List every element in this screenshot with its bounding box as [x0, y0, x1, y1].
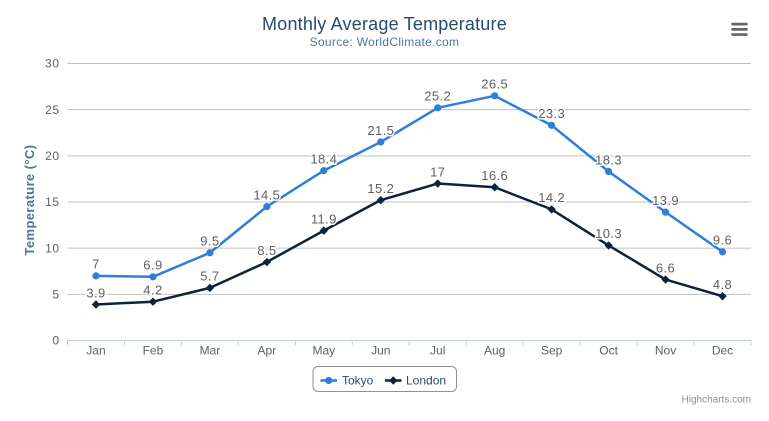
svg-text:Tokyo: Tokyo [342, 374, 374, 388]
svg-text:13.9: 13.9 [652, 193, 679, 208]
svg-text:16.6: 16.6 [481, 168, 508, 183]
svg-text:17: 17 [430, 164, 445, 179]
svg-text:Oct: Oct [599, 344, 618, 358]
svg-text:Monthly Average Temperature: Monthly Average Temperature [262, 14, 507, 34]
svg-text:26.5: 26.5 [481, 77, 508, 92]
svg-text:Jul: Jul [430, 344, 445, 358]
svg-text:18.3: 18.3 [595, 152, 622, 167]
svg-text:20: 20 [45, 149, 59, 163]
svg-text:May: May [312, 344, 335, 358]
svg-text:9.5: 9.5 [200, 234, 219, 249]
svg-text:4.8: 4.8 [713, 277, 732, 292]
svg-text:Nov: Nov [655, 344, 676, 358]
svg-text:18.4: 18.4 [310, 151, 337, 166]
svg-text:23.3: 23.3 [538, 106, 565, 121]
svg-text:9.6: 9.6 [713, 233, 732, 248]
svg-text:14.2: 14.2 [538, 190, 565, 205]
svg-text:5: 5 [52, 288, 59, 302]
svg-text:21.5: 21.5 [367, 123, 394, 138]
svg-text:Apr: Apr [258, 344, 277, 358]
svg-text:10: 10 [45, 241, 59, 255]
svg-text:25: 25 [45, 103, 59, 117]
svg-text:Temperature (°C): Temperature (°C) [22, 144, 37, 255]
svg-text:Mar: Mar [200, 344, 221, 358]
svg-text:0: 0 [52, 334, 59, 348]
svg-text:25.2: 25.2 [424, 89, 451, 104]
svg-text:Dec: Dec [712, 344, 733, 358]
svg-text:London: London [406, 374, 446, 388]
svg-text:8.5: 8.5 [257, 243, 276, 258]
svg-text:14.5: 14.5 [253, 187, 280, 202]
svg-text:7: 7 [92, 257, 100, 272]
svg-text:Jan: Jan [86, 344, 105, 358]
svg-text:Source: WorldClimate.com: Source: WorldClimate.com [310, 35, 460, 49]
svg-text:15: 15 [45, 195, 59, 209]
svg-text:3.9: 3.9 [86, 285, 105, 300]
svg-text:Sep: Sep [541, 344, 563, 358]
svg-text:30: 30 [45, 57, 59, 71]
svg-text:4.2: 4.2 [143, 283, 162, 298]
svg-text:10.3: 10.3 [595, 226, 622, 241]
svg-text:6.9: 6.9 [143, 258, 162, 273]
svg-text:5.7: 5.7 [200, 269, 219, 284]
svg-text:Feb: Feb [143, 344, 164, 358]
svg-text:Jun: Jun [371, 344, 390, 358]
svg-text:11.9: 11.9 [311, 211, 337, 226]
svg-text:6.6: 6.6 [656, 260, 675, 275]
svg-text:Highcharts.com: Highcharts.com [682, 395, 751, 406]
svg-text:15.2: 15.2 [367, 181, 394, 196]
svg-text:Aug: Aug [484, 344, 505, 358]
